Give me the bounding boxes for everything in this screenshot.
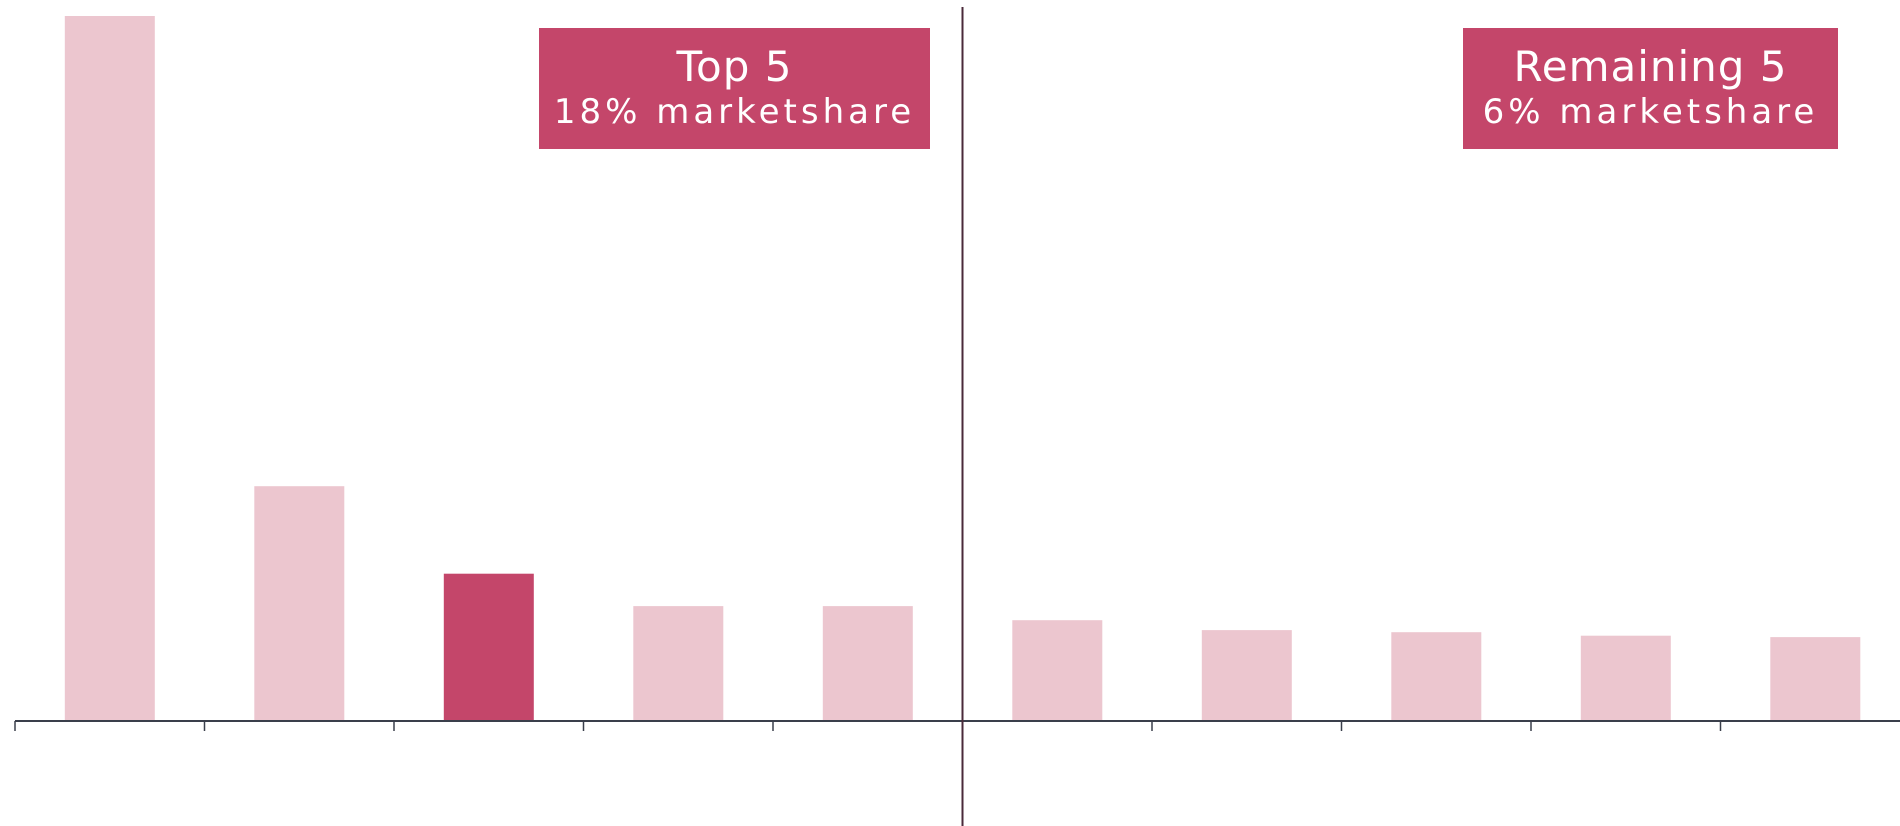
callout-top-5: Top 5 18% marketshare [539,28,930,149]
callout-remaining-5-title: Remaining 5 [1513,42,1788,91]
callout-top-5-title: Top 5 [676,42,793,91]
bar [254,486,345,721]
bar [1391,632,1482,721]
callout-remaining-5: Remaining 5 6% marketshare [1463,28,1838,149]
bar [1201,630,1292,721]
bar [1012,620,1103,721]
bar [822,606,913,721]
bar-highlighted [443,573,534,721]
callout-top-5-subtitle: 18% marketshare [553,92,916,132]
bar [1770,637,1861,721]
bar [64,16,155,721]
callout-remaining-5-subtitle: 6% marketshare [1482,92,1819,132]
bar [633,606,724,721]
bar [1580,635,1671,721]
